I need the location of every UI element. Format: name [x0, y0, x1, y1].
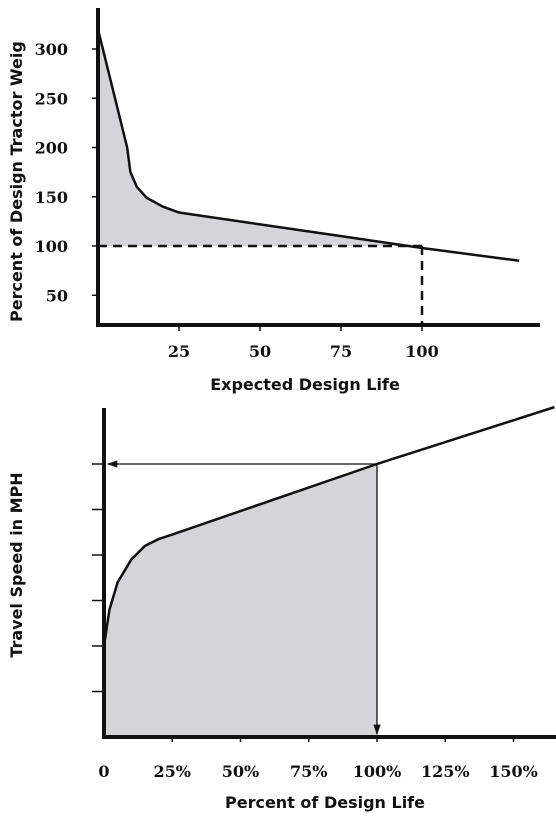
- axes: [96, 8, 540, 327]
- y-axis-label: Percent of Design Tractor Weig: [7, 41, 26, 322]
- weight-curve: [96, 29, 520, 263]
- x-axis-label: Expected Design Life: [210, 375, 400, 394]
- x-tick-label: 100%: [353, 762, 402, 781]
- x-tick-label: 50: [249, 342, 271, 361]
- y-axis-label: Travel Speed in MPH: [7, 472, 26, 657]
- design-weight-chart: 50 100 150 200 250 300 25 50 75 100 Expected Desig…: [7, 8, 540, 394]
- speed-curve: [102, 405, 555, 647]
- y-tick-label: 150: [35, 188, 68, 207]
- x-tick-label: 75%: [290, 762, 327, 781]
- axes: [102, 408, 556, 739]
- x-tick-label: 75: [330, 342, 352, 361]
- x-tick-label: 100: [405, 342, 438, 361]
- y-tick-label: 300: [35, 40, 68, 59]
- y-tick-label: 100: [35, 237, 68, 256]
- x-tick-label: 150%: [489, 762, 538, 781]
- x-tick-label: 25: [168, 342, 190, 361]
- x-tick-label: 25%: [154, 762, 191, 781]
- y-tick-label: 250: [35, 89, 68, 108]
- shaded-area: [104, 464, 377, 737]
- y-tick-label: 50: [46, 286, 68, 305]
- x-tick-label: 50%: [222, 762, 259, 781]
- x-tick-label: 0: [98, 762, 109, 781]
- x-axis-label: Percent of Design Life: [225, 793, 425, 812]
- y-tick-label: 200: [35, 139, 68, 158]
- shaded-area: [98, 29, 422, 246]
- x-tick-label: 125%: [421, 762, 470, 781]
